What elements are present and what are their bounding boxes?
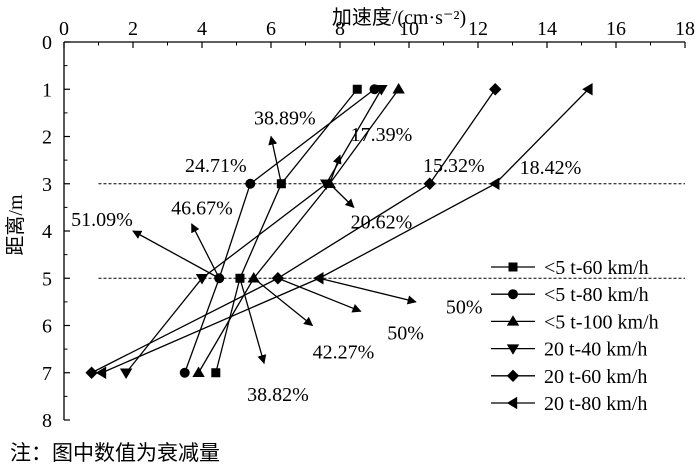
annotation-arrow [277,277,362,313]
annotation-label: 51.09% [71,209,133,231]
data-point [119,368,133,379]
data-point [195,274,209,285]
series-line [125,88,382,374]
annotation-label: 42.27% [313,341,375,363]
data-point [489,83,502,96]
annotation-label: 24.71% [185,155,247,177]
annotation-arrow [329,183,355,209]
legend-label: 20 t-40 km/h [544,339,647,361]
legend-marker [508,262,518,272]
legend-label: 20 t-80 km/h [544,393,647,415]
annotations: 38.89% 17.39% 24.71% 15.32% 18.42% 20.62% 51.0… [71,108,581,406]
footnote: 注：图中数值为衰减量 [10,441,220,465]
annotation-label: 50% [387,323,424,345]
annotation-label: 38.82% [247,384,309,406]
y-tick-label: 6 [42,316,52,338]
series-line [101,88,589,374]
data-point [375,85,388,96]
series-line [215,88,358,373]
x-tick-label: 2 [128,18,138,40]
annotation-label: 18.42% [520,157,582,179]
x-tick-label: 12 [468,18,488,40]
legend-label: 20 t-60 km/h [544,366,647,388]
x-tick-label: 16 [606,18,626,40]
x-tick-label: 6 [266,18,276,40]
data-point [423,177,436,190]
y-tick-label: 4 [42,221,52,243]
legend-marker [506,369,520,382]
x-tick-label: 10 [399,18,419,40]
data-point [85,366,98,379]
legend-marker [506,344,520,355]
x-tick-label: 4 [197,18,207,40]
data-point [313,272,324,285]
legend-label: <5 t-60 km/h [544,257,649,279]
y-axis-title: 距离/m [4,194,27,256]
legend-label: <5 t-100 km/h [544,311,659,333]
y-tick-label: 8 [42,410,52,432]
series-group [85,83,593,379]
x-tick-label: 8 [335,18,345,40]
annotation-label: 17.39% [351,124,413,146]
data-point [247,272,260,283]
data-point [245,178,256,189]
data-point [489,177,500,190]
x-tick-label: 18 [675,18,695,40]
annotation-arrow [191,223,220,279]
series-line [184,88,375,373]
annotation-arrow [132,230,220,279]
annotation-label: 46.67% [171,197,233,219]
y-tick-label: 5 [42,268,52,290]
data-point [179,367,190,378]
y-tick-label: 3 [42,174,52,196]
series-line [197,88,400,374]
annotation-arrow [329,154,342,184]
data-point [352,84,362,94]
annotation-label: 15.32% [423,155,485,177]
data-point [582,83,593,96]
annotation-arrow [268,135,282,184]
annotation-label: 50% [446,297,483,319]
legend-label: <5 t-80 km/h [544,284,649,306]
data-point [95,366,107,379]
legend-marker [508,289,518,300]
y-tick-label: 2 [42,127,52,149]
data-point [392,83,405,94]
annotation-arrow [253,277,314,327]
series-line [91,88,496,374]
x-axis-title: 加速度/(cm·s⁻²) [332,6,466,29]
x-tick-label: 0 [59,18,69,40]
data-point [192,366,205,377]
legend: <5 t-60 km/h <5 t-80 km/h <5 t-100 km/h 20 … [491,257,659,415]
reference-lines [98,183,685,279]
y-tick-label: 7 [42,363,52,385]
annotation-label: 38.89% [254,108,316,130]
y-tick-label: 0 [42,32,52,54]
data-point [320,179,333,190]
data-point [211,368,221,378]
legend-marker [506,396,518,410]
legend-marker [506,315,520,326]
annotation-arrow [319,277,417,305]
x-tick-label: 14 [537,18,557,40]
annotation-arrow [239,278,267,365]
y-tick-label: 1 [42,79,52,101]
annotation-label: 20.62% [351,212,413,234]
